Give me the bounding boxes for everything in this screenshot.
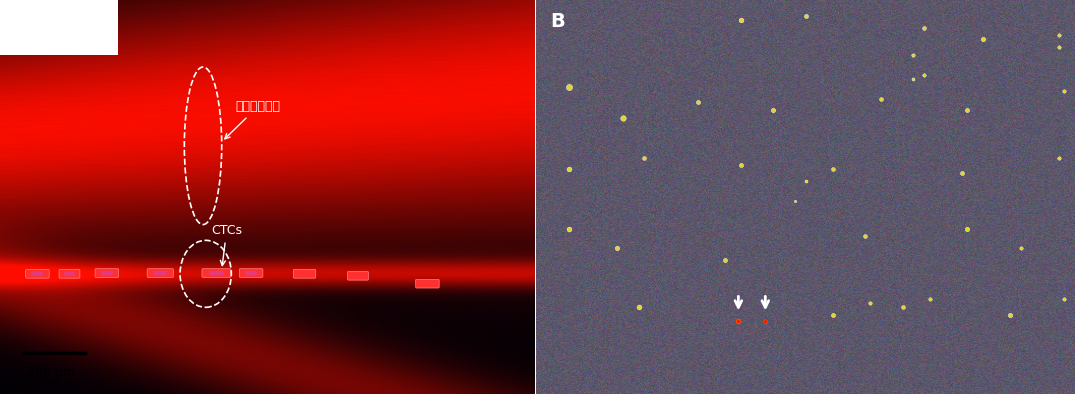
FancyBboxPatch shape [31,272,43,276]
FancyBboxPatch shape [147,269,173,277]
FancyBboxPatch shape [59,269,80,278]
FancyBboxPatch shape [64,272,74,276]
FancyBboxPatch shape [95,269,118,277]
Text: A: A [11,12,26,31]
FancyBboxPatch shape [26,269,49,278]
Bar [0,0,117,55]
FancyBboxPatch shape [293,269,316,278]
Text: 정상혁액세포: 정상혁액세포 [225,100,281,139]
FancyBboxPatch shape [416,279,440,288]
FancyBboxPatch shape [347,271,369,280]
FancyBboxPatch shape [210,271,224,275]
FancyBboxPatch shape [245,271,257,275]
Text: B: B [550,12,564,31]
FancyBboxPatch shape [101,271,113,275]
FancyBboxPatch shape [202,269,231,277]
FancyBboxPatch shape [240,269,263,277]
Text: CTCs: CTCs [211,225,242,266]
FancyBboxPatch shape [154,271,167,275]
Text: 200 μm: 200 μm [27,366,74,379]
